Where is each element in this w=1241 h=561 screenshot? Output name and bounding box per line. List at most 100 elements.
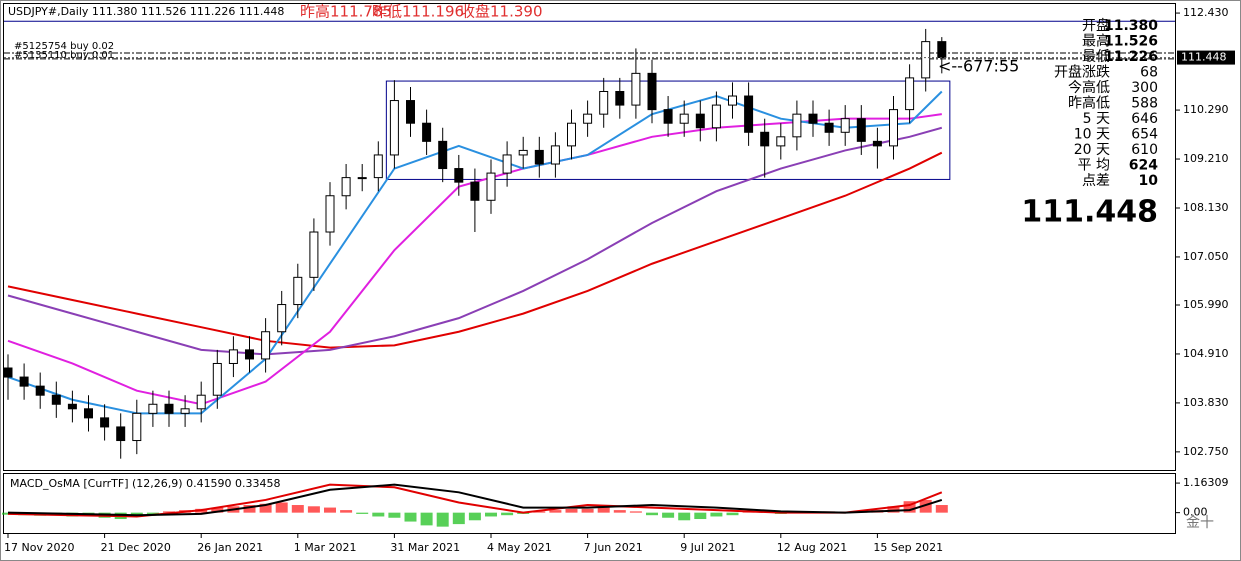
candle-body (309, 231, 319, 278)
info-value: 624 (1129, 158, 1158, 174)
osma-bar (597, 507, 610, 513)
y-tick-label: 109.210 (1183, 152, 1229, 165)
candle-body (905, 77, 915, 111)
candle-body (470, 181, 480, 201)
y-tick-label: 108.130 (1183, 201, 1229, 214)
big-price: 111.448 (1021, 195, 1158, 230)
candle-body (164, 403, 174, 414)
countdown: <--677:55 (938, 57, 1019, 76)
osma-bar (935, 505, 948, 513)
x-tick-label: 9 Jul 2021 (680, 541, 735, 554)
y-tick-label: 104.910 (1183, 347, 1229, 360)
candle-body (132, 412, 142, 442)
candle-body (567, 122, 576, 147)
osma-bar (887, 506, 900, 513)
osma-bar (420, 512, 433, 526)
osma-bar (533, 511, 546, 513)
osma-bar (275, 502, 288, 513)
candle-body (889, 109, 898, 147)
osma-bar (130, 512, 143, 516)
info-label: 最低 (1082, 49, 1110, 65)
candle-body (486, 172, 496, 201)
osma-bar (629, 511, 642, 513)
osma-bar (436, 512, 449, 527)
y-tick-label: 103.830 (1183, 396, 1229, 409)
candle-body (615, 90, 625, 106)
info-value: 11.226 (1104, 49, 1158, 65)
macd-title: MACD_OsMA [CurrTF] (12,26,9) 0.41590 0.3… (10, 477, 281, 490)
osma-bar (324, 507, 336, 513)
info-value: 11.526 (1104, 34, 1158, 50)
info-value: 588 (1131, 96, 1158, 112)
x-tick-label: 15 Sep 2021 (873, 541, 943, 554)
info-value: 654 (1131, 127, 1158, 143)
candle-body (19, 376, 29, 387)
main-panel (3, 3, 1176, 471)
candle-body (824, 122, 834, 133)
osma-bar (340, 510, 353, 513)
candle-body (196, 394, 206, 410)
info-value: 10 (1139, 173, 1159, 189)
osma-bar (646, 512, 658, 516)
x-tick-label: 4 May 2021 (487, 541, 552, 554)
macd-panel (3, 473, 1176, 534)
candle-body (808, 113, 818, 124)
osma-bar (678, 512, 691, 521)
y-tick-label: 112.430 (1183, 6, 1229, 19)
osma-bar (372, 512, 385, 517)
candle-body (872, 140, 882, 147)
candle-body (711, 104, 721, 129)
y-tick-label: 1.16309 (1183, 476, 1229, 489)
candle-body (325, 195, 335, 233)
info-label: 平 均 (1078, 158, 1110, 174)
candle-body (840, 118, 850, 133)
y-tick-label: 107.050 (1183, 250, 1229, 263)
info-label: 5 天 (1083, 111, 1110, 127)
candle-body (389, 100, 399, 156)
price-tag (1177, 50, 1235, 65)
y-tick-label: 102.750 (1183, 445, 1229, 458)
osma-bar (662, 512, 675, 518)
watermark: 金十 (1186, 515, 1214, 531)
candle-body (454, 168, 464, 183)
candle-body (373, 154, 383, 179)
candle-body (3, 367, 13, 378)
candle-body (438, 140, 448, 170)
x-tick-label: 12 Aug 2021 (777, 541, 847, 554)
order-label: #5125754 buy 0.02 (14, 41, 114, 52)
y-tick-label: 110.290 (1183, 103, 1229, 116)
info-label: 开盘 (1082, 17, 1110, 34)
info-label: 今高低 (1068, 79, 1110, 96)
osma-bar (549, 510, 562, 513)
candle-body (679, 113, 689, 124)
candle-body (760, 131, 770, 147)
candle-body (51, 394, 61, 405)
candle-body (293, 276, 303, 306)
x-tick-label: 7 Jun 2021 (584, 541, 643, 554)
osma-bar (243, 505, 256, 513)
info-label: 开盘涨跌 (1054, 64, 1110, 81)
candle-body (599, 90, 609, 115)
candle-body (357, 177, 367, 180)
candle-body (856, 118, 866, 142)
info-value: 610 (1131, 142, 1158, 158)
osma-bar (613, 510, 626, 513)
info-value: 68 (1140, 65, 1158, 81)
osma-bar (146, 512, 159, 514)
osma-bar (501, 512, 514, 516)
osma-bar (404, 512, 417, 522)
candle-body (277, 304, 287, 333)
candle-body (422, 122, 432, 142)
y-tick-label: 105.990 (1183, 298, 1229, 311)
osma-bar (452, 512, 465, 525)
candle-body (261, 331, 271, 360)
info-value: 11.380 (1104, 18, 1158, 34)
candle-body (937, 41, 947, 58)
header-extra: 收盘11.390 (460, 3, 543, 21)
osma-bar (468, 512, 481, 521)
candle-body (212, 362, 222, 396)
marks (2, 20, 1175, 527)
osma-bar (694, 512, 707, 520)
